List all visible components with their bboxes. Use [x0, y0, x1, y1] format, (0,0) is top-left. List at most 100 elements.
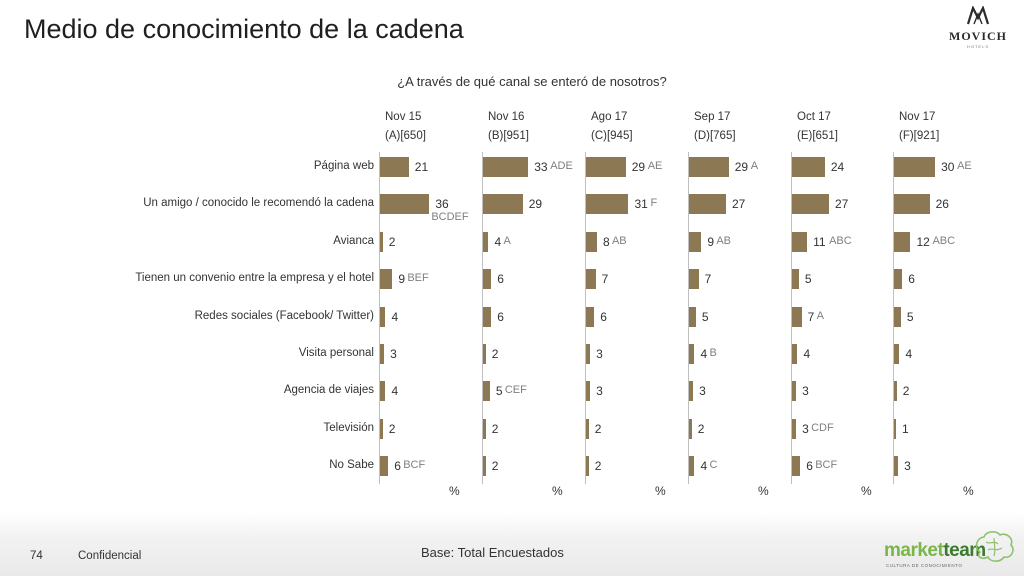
data-label: 4	[494, 234, 502, 249]
bar	[483, 418, 486, 439]
brain-icon	[975, 531, 1014, 562]
data-label: 7	[807, 309, 815, 324]
series-base: (A)[650]	[385, 130, 426, 142]
bar	[792, 418, 797, 439]
data-label: 4	[700, 459, 708, 474]
bar	[792, 456, 801, 477]
significance-label: A	[503, 234, 511, 247]
bar	[894, 381, 897, 402]
series-base: (F)[921]	[899, 130, 940, 142]
series-header: Ago 17 (C)[945]	[591, 108, 633, 146]
category-label: Televisión	[323, 421, 375, 434]
bar	[586, 269, 596, 290]
data-label: 24	[830, 160, 845, 174]
page-number: 74	[30, 550, 43, 562]
significance-label: BCF	[403, 459, 426, 472]
significance-label: ABC	[932, 234, 956, 247]
series-header: Nov 16 (B)[951]	[488, 108, 529, 146]
data-label: 1	[902, 421, 909, 436]
bar	[483, 194, 523, 215]
bar	[380, 306, 386, 327]
unit-label: %	[655, 484, 666, 498]
logo-text: MOVICH	[949, 29, 1007, 43]
marketteam-subtext: CULTURA DE CONOCIMIENTO	[886, 563, 963, 568]
bar	[689, 194, 726, 215]
data-label: 2	[902, 384, 910, 399]
significance-label: A	[816, 309, 824, 322]
bar	[894, 418, 896, 439]
bar	[689, 456, 695, 477]
chart-question: ¿A través de qué canal se enteró de noso…	[397, 74, 667, 89]
data-label: 5	[701, 309, 709, 324]
confidential-label: Confidencial	[78, 550, 142, 562]
bar	[689, 157, 729, 177]
bar	[586, 306, 595, 327]
marketteam-logo: marketteam	[884, 540, 986, 562]
data-label: 3	[802, 421, 809, 436]
axis-line	[379, 152, 380, 484]
data-label: 6	[806, 459, 813, 474]
bar	[894, 269, 903, 290]
data-label: 26	[935, 197, 949, 212]
logo-subtext: HOTELS	[966, 44, 989, 49]
unit-label: %	[552, 484, 563, 498]
data-label: 4	[700, 347, 708, 361]
bar	[792, 306, 802, 327]
data-label: 4	[391, 384, 399, 399]
data-label: 27	[834, 197, 849, 212]
bar	[380, 344, 385, 364]
data-label: 31	[634, 197, 648, 212]
data-label: 29	[528, 197, 543, 212]
unit-label: %	[758, 484, 769, 498]
series-header: Nov 15 (A)[650]	[385, 108, 426, 146]
data-label: 27	[731, 197, 746, 212]
bar	[586, 456, 589, 477]
bar	[689, 231, 702, 252]
bar	[792, 157, 825, 177]
bar	[586, 418, 589, 439]
significance-label: ADE	[550, 160, 573, 172]
data-label: 5	[804, 272, 812, 287]
data-label: 30	[941, 160, 955, 174]
data-label: 11	[813, 234, 826, 249]
bar	[380, 381, 386, 402]
movich-logo: MOVICH HOTELS	[938, 5, 1018, 49]
bar	[689, 418, 692, 439]
data-label: 4	[803, 347, 811, 361]
data-label: 6	[497, 309, 504, 324]
data-label: 9	[707, 234, 715, 249]
data-label: 2	[491, 347, 499, 361]
significance-label: F	[650, 197, 658, 210]
axis-line	[482, 152, 483, 484]
bar	[894, 344, 900, 364]
data-label: 2	[697, 421, 705, 436]
bar	[483, 344, 486, 364]
bar	[483, 231, 489, 252]
significance-label: AB	[611, 234, 627, 247]
data-label: 5	[495, 384, 503, 399]
marketteam-logo-team: team	[943, 540, 986, 561]
bar	[894, 194, 930, 215]
category-label: Redes sociales (Facebook/ Twitter)	[194, 309, 374, 322]
bar	[894, 306, 901, 327]
significance-label: A	[750, 160, 759, 172]
series-header: Nov 17 (F)[921]	[899, 108, 939, 146]
data-label: 2	[594, 421, 602, 436]
axis-line	[791, 152, 792, 484]
footer-band	[0, 512, 1024, 576]
bar	[792, 381, 797, 402]
bar	[894, 456, 899, 477]
data-label: 4	[391, 309, 399, 324]
bar	[894, 231, 911, 252]
series-name: Nov 16	[488, 111, 525, 123]
page-title: Medio de conocimiento de la cadena	[24, 14, 464, 44]
bar	[586, 344, 591, 364]
bar	[483, 157, 529, 177]
significance-label: BCF	[815, 459, 838, 472]
category-label: Avianca	[333, 234, 374, 247]
significance-label: AB	[716, 234, 732, 247]
bar	[792, 269, 799, 290]
series-name: Ago 17	[591, 111, 628, 123]
data-label: 6	[600, 309, 607, 324]
data-label: 3	[802, 384, 809, 399]
